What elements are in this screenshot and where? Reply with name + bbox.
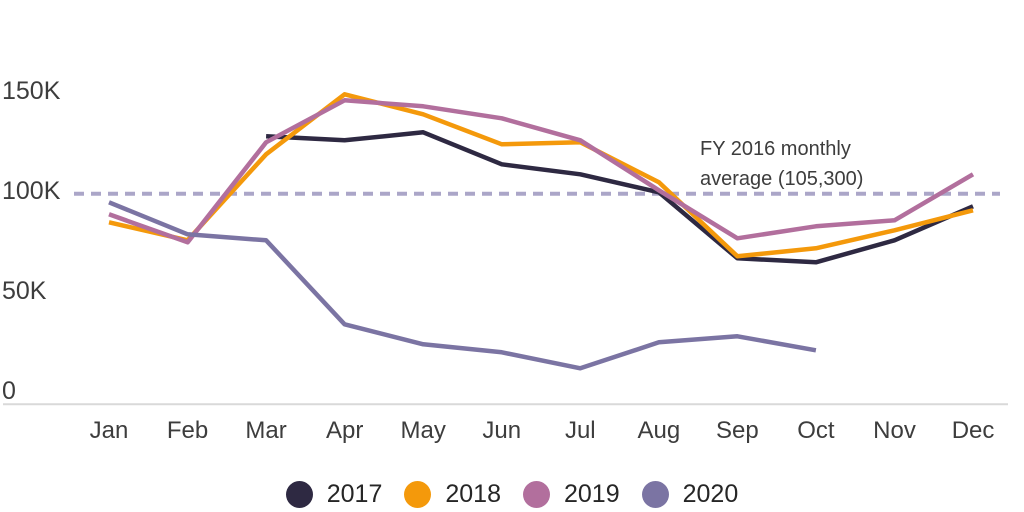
legend-item-2020[interactable]: 2020 — [641, 480, 739, 509]
legend-label-2018: 2018 — [445, 480, 501, 508]
y-axis-tick-label: 100K — [2, 177, 61, 205]
y-axis-tick-label: 50K — [2, 277, 47, 305]
series-line-2019 — [108, 98, 975, 245]
x-axis-tick-label: Mar — [245, 417, 286, 444]
reference-line-label-line1: FY 2016 monthly — [700, 138, 851, 160]
reference-line-label-line2: average (105,300) — [700, 168, 864, 190]
x-axis-tick-label: Feb — [167, 417, 208, 444]
legend-item-2017[interactable]: 2017 — [285, 480, 383, 509]
x-axis-tick-label: Nov — [873, 417, 916, 444]
x-axis-tick-label: Dec — [952, 417, 995, 444]
legend-swatch-2018 — [404, 481, 432, 508]
legend-swatch-2019 — [523, 481, 550, 508]
legend-swatch-2020 — [641, 481, 669, 508]
y-axis-tick-label: 150K — [2, 77, 61, 105]
x-axis-tick-label: Oct — [797, 417, 835, 444]
x-axis-tick-label: Jun — [482, 417, 521, 444]
legend-item-2019[interactable]: 2019 — [523, 480, 620, 509]
legend-label-2020: 2020 — [682, 480, 739, 508]
x-axis-tick-label: May — [401, 417, 446, 444]
x-axis-tick-label: Apr — [326, 417, 363, 444]
legend-label-2019: 2019 — [564, 480, 620, 508]
x-axis-tick-label: Jan — [90, 417, 129, 444]
x-axis-tick-label: Sep — [716, 417, 759, 444]
legend-swatch-2017 — [285, 481, 313, 508]
series-line-2020 — [108, 200, 817, 371]
x-axis-tick-label: Aug — [637, 417, 680, 444]
legend-label-2017: 2017 — [326, 480, 383, 508]
reference-line-label: FY 2016 monthly average (105,300) — [700, 134, 863, 194]
y-axis-tick-label: 0 — [2, 377, 16, 405]
legend-item-2018[interactable]: 2018 — [404, 480, 501, 509]
series-line-2018 — [108, 92, 974, 259]
x-axis-tick-label: Jul — [565, 417, 596, 444]
chart-legend: 2017 2018 2019 2020 — [0, 480, 1024, 509]
series-line-2017 — [265, 130, 974, 265]
